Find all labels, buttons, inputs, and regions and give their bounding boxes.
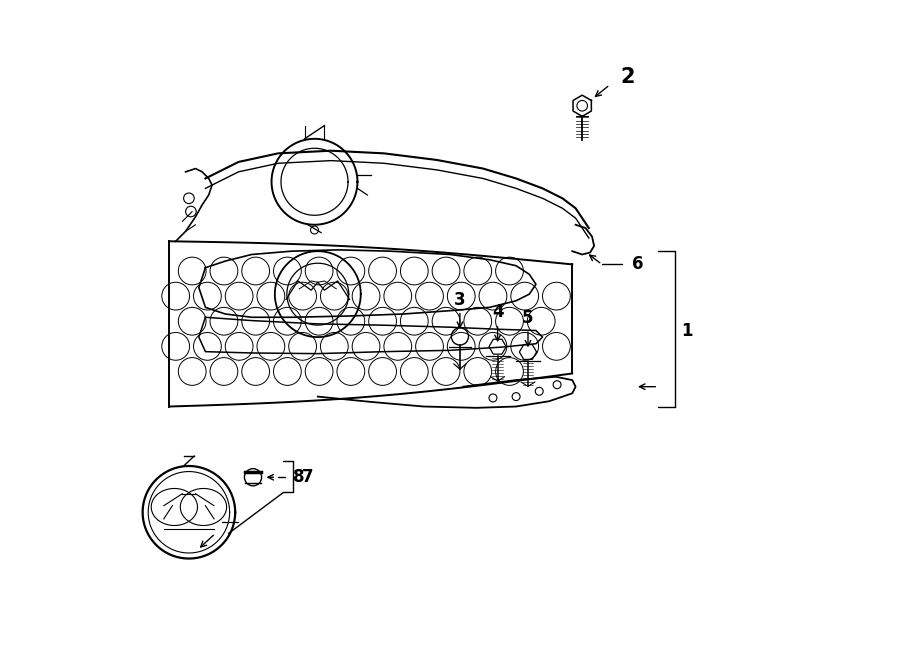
Text: 6: 6 — [632, 255, 644, 274]
Text: 5: 5 — [522, 309, 534, 327]
Text: 2: 2 — [620, 67, 634, 87]
Text: 8: 8 — [293, 468, 305, 486]
Text: 3: 3 — [454, 291, 465, 309]
Text: 7: 7 — [302, 468, 313, 486]
Text: 4: 4 — [491, 303, 503, 321]
Text: 1: 1 — [681, 321, 693, 340]
